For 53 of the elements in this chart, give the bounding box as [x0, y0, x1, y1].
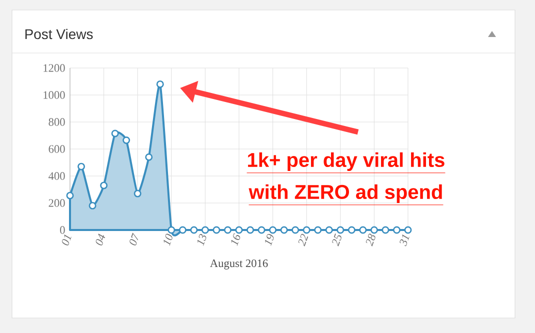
point: [258, 226, 266, 234]
point: [224, 226, 232, 234]
point: [66, 192, 74, 200]
point: [280, 226, 288, 234]
point: [212, 226, 220, 234]
x-tick-label: 07: [130, 232, 138, 246]
point: [78, 162, 86, 170]
point: [111, 130, 119, 138]
x-tick-label: 31: [400, 234, 410, 246]
point: [168, 226, 176, 234]
point: [392, 226, 400, 234]
point: [201, 226, 209, 234]
annotation: with ZERO ad spend: [248, 184, 442, 203]
point: [190, 226, 198, 234]
point: [382, 226, 390, 234]
y-tick-label: 0: [60, 226, 65, 234]
x-axis-title: August 2016: [210, 259, 268, 270]
y-tick-label: 1200: [44, 64, 65, 72]
y-tick-label: 400: [48, 172, 65, 180]
point: [336, 226, 344, 234]
point: [134, 190, 142, 198]
point: [122, 136, 130, 144]
point: [370, 226, 378, 234]
point: [292, 226, 300, 234]
point: [156, 80, 164, 88]
point: [359, 226, 367, 234]
y-tick-label: 200: [48, 199, 65, 207]
y-tick-label: 800: [48, 118, 65, 126]
point: [269, 226, 277, 234]
x-tick-label: 19: [265, 234, 274, 246]
annotation: 1k+ per day viral hits: [248, 152, 444, 171]
point: [302, 226, 310, 234]
point: [145, 153, 153, 161]
point: [404, 226, 412, 234]
point: [314, 226, 322, 234]
x-tick-label: 04: [96, 234, 106, 246]
y-tick-label: 600: [48, 145, 65, 153]
x-tick-label: 10: [164, 234, 172, 246]
x-tick-label: 13: [198, 234, 206, 246]
x-tick-label: 25: [332, 233, 342, 246]
point: [325, 226, 333, 234]
x-tick-label: 22: [298, 234, 308, 246]
chart-title: Post Views: [25, 28, 93, 40]
point: [100, 182, 108, 190]
point: [178, 226, 186, 234]
x-tick-label: 28: [366, 234, 376, 246]
point: [235, 226, 243, 234]
x-tick-label: 01: [62, 234, 72, 246]
y-tick-label: 1000: [44, 91, 65, 99]
x-tick-label: 16: [231, 233, 240, 246]
point: [348, 226, 356, 234]
point: [246, 226, 254, 234]
point: [88, 202, 96, 210]
